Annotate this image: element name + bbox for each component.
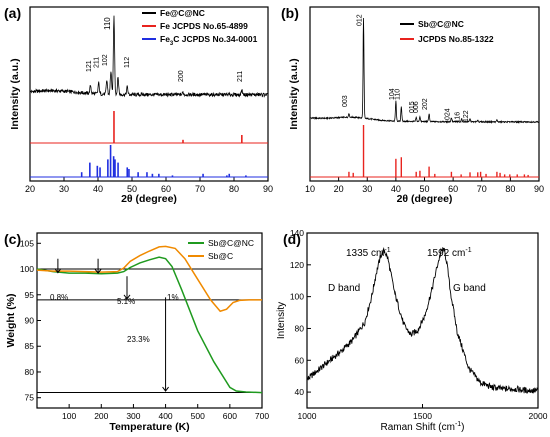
panel-d: 1000 1500 2000 40 60 80 100 120 140 Raman Shift (…	[276, 228, 548, 433]
y-axis-label: Weight (%)	[5, 293, 17, 347]
x-tick-label: 600	[223, 411, 237, 421]
legend-label: Sb@C@NC	[208, 238, 254, 248]
x-tick-label: 70	[477, 184, 487, 194]
peak-label: 012	[357, 14, 364, 26]
panel-letter: (c)	[4, 231, 21, 247]
peak-label: 202	[422, 98, 429, 110]
y-tick-label: 90	[25, 316, 35, 326]
peak-label: 110	[394, 89, 401, 100]
y-tick-label: 120	[290, 260, 304, 270]
annotation: G band	[453, 283, 486, 294]
y-tick-label: 80	[295, 323, 305, 333]
arrow-1-head	[94, 268, 102, 274]
series-line-raman	[306, 246, 539, 394]
x-tick-label: 2000	[529, 411, 548, 421]
panel-letter: (d)	[283, 231, 301, 247]
y-axis-label: Intensity	[276, 302, 287, 339]
peak-label: 211	[237, 71, 244, 82]
x-tick-label: 30	[59, 184, 69, 194]
y-tick-label: 80	[25, 367, 35, 377]
x-axis-label: Temperature (K)	[109, 421, 189, 433]
x-tick-label: 60	[448, 184, 458, 194]
series-line	[36, 245, 262, 313]
y-axis-label: Intensity (a.u.)	[9, 58, 21, 129]
arrow-23-3-head	[162, 386, 169, 392]
peak-label: 003	[342, 95, 349, 107]
x-tick-label: 300	[126, 411, 140, 421]
x-tick-label: 20	[334, 184, 344, 194]
x-tick-label: 20	[25, 184, 35, 194]
x-tick-label: 90	[534, 184, 544, 194]
y-tick-label: 75	[25, 393, 35, 403]
y-tick-label: 85	[25, 341, 35, 351]
y-tick-label: 100	[290, 292, 304, 302]
y-tick-label: 60	[295, 355, 305, 365]
x-axis-label: Raman Shift (cm-1)	[380, 421, 464, 433]
arrow-0-8-head	[54, 268, 62, 274]
y-axis-label: Intensity (a.u.)	[288, 58, 300, 129]
y-tick-label: 100	[20, 264, 34, 274]
series-line	[36, 256, 263, 394]
x-tick-label: 70	[195, 184, 205, 194]
peak-label: 122	[463, 110, 470, 122]
panel-letter: (b)	[281, 5, 299, 21]
peak-label: 024	[444, 108, 451, 120]
x-axis-label: 2θ (degree)	[397, 193, 453, 205]
peak-label: 006	[413, 101, 420, 113]
series-line-fe-c-nc	[29, 15, 269, 98]
plot-frame	[29, 6, 269, 182]
series-line-sb-c-nc	[309, 17, 540, 125]
legend-label: JCPDS No.85-1322	[418, 34, 494, 44]
peak-label: 211	[94, 57, 101, 68]
x-tick-label: 1500	[413, 411, 432, 421]
x-tick-label: 400	[158, 411, 172, 421]
peak-label: 121	[86, 60, 93, 72]
legend-label: Sb@C	[208, 251, 233, 261]
annotation: 0.8%	[50, 293, 68, 302]
x-tick-label: 60	[161, 184, 171, 194]
y-tick-label: 40	[295, 387, 305, 397]
x-tick-label: 100	[62, 411, 76, 421]
annotation: 23.3%	[127, 335, 150, 344]
legend-label: Fe JCPDS No.65-4899	[160, 21, 248, 31]
x-tick-label: 40	[93, 184, 103, 194]
annotation: 1592 cm-1	[427, 247, 472, 259]
annotation: 1%	[167, 293, 179, 302]
x-tick-label: 50	[127, 184, 137, 194]
x-tick-label: 1000	[298, 411, 317, 421]
annotation: 1335 cm-1	[346, 247, 391, 259]
x-tick-label: 30	[362, 184, 372, 194]
x-tick-label: 700	[255, 411, 269, 421]
panel-a: 20 30 40 50 60 70 80 90 2θ (degree) Intensity (a.…	[9, 6, 273, 205]
y-tick-label: 140	[290, 228, 304, 238]
peak-label: 102	[102, 54, 109, 66]
x-tick-label: 200	[94, 411, 108, 421]
x-tick-label: 40	[391, 184, 401, 194]
legend-label: Sb@C@NC	[418, 19, 464, 29]
x-tick-label: 500	[191, 411, 205, 421]
peak-label: 116	[455, 112, 462, 123]
peak-label: 110	[103, 17, 112, 30]
panel-letter: (a)	[4, 5, 21, 21]
annotation: 5.1%	[117, 297, 135, 306]
y-tick-label: 95	[25, 290, 35, 300]
peak-label: 015	[409, 101, 416, 113]
x-tick-label: 80	[505, 184, 515, 194]
x-tick-label: 90	[263, 184, 273, 194]
legend-label: Fe3C JCPDS No.34-0001	[160, 34, 258, 47]
legend-label: Fe@C@NC	[160, 8, 205, 18]
panel-b: 10 20 30 40 50 60 70 80 90 2θ (degree) Intensity (…	[288, 6, 544, 205]
x-tick-label: 80	[229, 184, 239, 194]
peak-label: 104	[389, 88, 396, 100]
y-tick-label: 105	[20, 238, 34, 248]
x-tick-label: 10	[305, 184, 315, 194]
x-axis-label: 2θ (degree)	[121, 193, 177, 205]
arrow-5-1-head	[123, 294, 131, 300]
annotation: D band	[328, 283, 360, 294]
peak-label: 200	[178, 70, 185, 82]
peak-label: 112	[124, 57, 131, 68]
x-tick-label: 50	[419, 184, 429, 194]
panel-c: 100 200 300 400 500 600 700 75 80 85 90 95 100 105 Tem…	[5, 232, 269, 433]
